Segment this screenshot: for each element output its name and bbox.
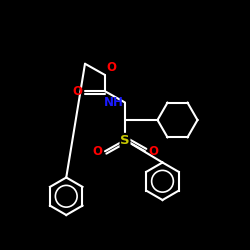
Text: O: O (106, 61, 116, 74)
Text: O: O (72, 85, 82, 98)
Text: S: S (120, 134, 130, 146)
Text: O: O (148, 145, 158, 158)
Text: NH: NH (104, 96, 124, 109)
Text: O: O (92, 145, 102, 158)
